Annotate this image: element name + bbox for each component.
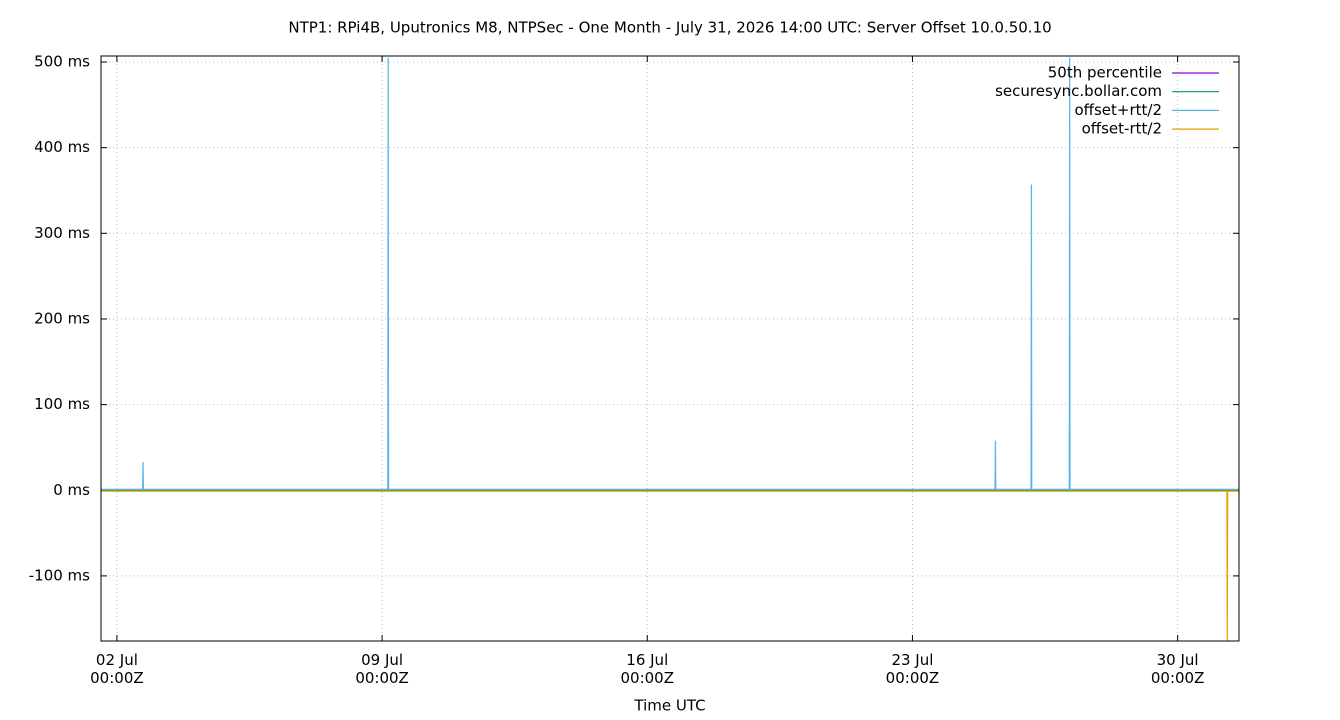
- legend-label: offset-rtt/2: [1082, 120, 1162, 138]
- chart-title: NTP1: RPi4B, Uputronics M8, NTPSec - One…: [288, 19, 1051, 37]
- x-tick-label: 02 Jul 00:00Z: [90, 651, 144, 687]
- plot-frame: [100, 55, 1240, 642]
- legend-label: 50th percentile: [1048, 64, 1162, 82]
- y-tick-label: 400 ms: [34, 138, 90, 156]
- y-tick-label: 100 ms: [34, 395, 90, 413]
- y-tick-label: -100 ms: [29, 566, 90, 584]
- x-tick-label: 09 Jul 00:00Z: [355, 651, 409, 687]
- y-tick-label: 500 ms: [34, 52, 90, 70]
- x-axis-label: Time UTC: [633, 697, 705, 715]
- series-line: [101, 57, 1239, 490]
- series-line: [101, 490, 1239, 641]
- x-tick-label: 16 Jul 00:00Z: [620, 651, 675, 687]
- legend-label: offset+rtt/2: [1074, 101, 1162, 119]
- y-tick-label: 0 ms: [53, 481, 90, 499]
- y-tick-label: 200 ms: [34, 309, 90, 327]
- y-tick-label: 300 ms: [34, 224, 90, 242]
- legend-label: securesync.bollar.com: [995, 82, 1162, 100]
- x-tick-label: 30 Jul 00:00Z: [1150, 651, 1205, 687]
- x-tick-label: 23 Jul 00:00Z: [885, 651, 940, 687]
